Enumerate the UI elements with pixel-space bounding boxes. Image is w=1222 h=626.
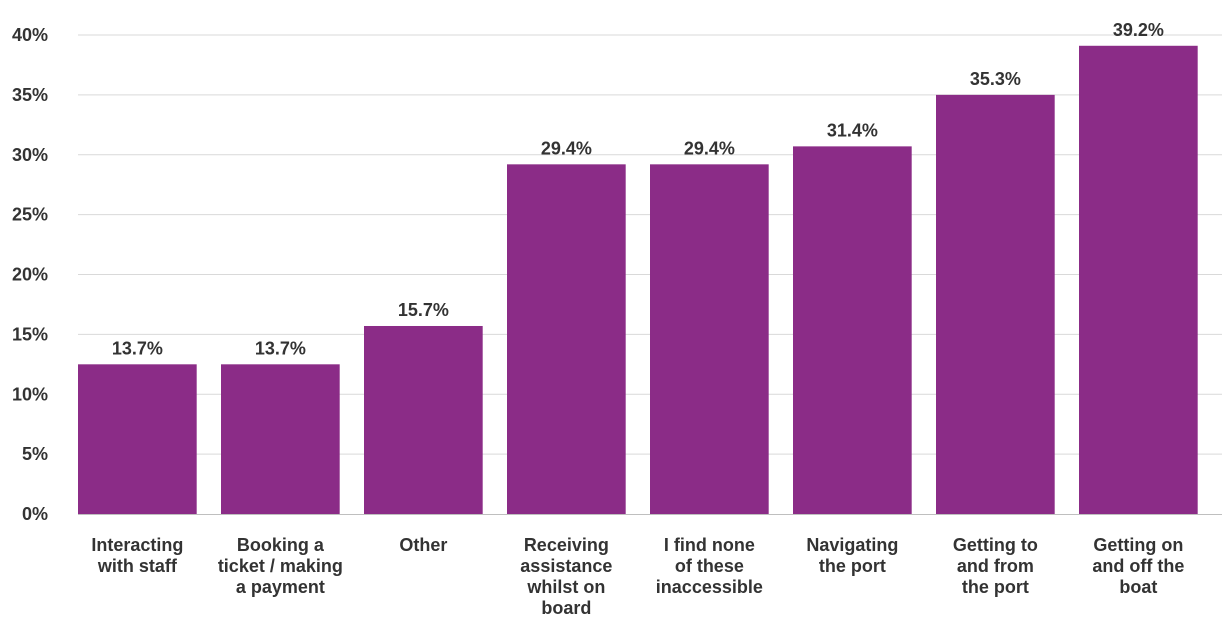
category-label: I find none of these inaccessible [656,535,763,597]
category-label-line: a payment [236,577,325,597]
category-label: Getting on and off the boat [1092,535,1184,597]
category-label-line: the port [819,556,886,576]
category-label-line: of these [675,556,744,576]
y-tick-label: 15% [12,324,48,344]
category-label: Other [399,535,447,555]
category-label-line: with staff [97,556,178,576]
bar [936,94,1055,514]
bar [221,364,340,514]
category-label-line: and off the [1092,556,1184,576]
data-labels: 13.7% 13.7% 15.7% 29.4% 29.4% 31.4% 35.3% 39.2% [112,20,1164,359]
category-label-line: Interacting [91,535,183,555]
data-label: 29.4% [684,138,735,158]
category-label-line: inaccessible [656,577,763,597]
bars [78,45,1198,515]
y-tick-label: 30% [12,145,48,165]
data-label: 13.7% [112,338,163,358]
data-label: 15.7% [398,300,449,320]
category-label-line: boat [1119,577,1157,597]
category-label-line: Booking a [237,535,325,555]
category-label-line: Receiving [524,535,609,555]
category-label-line: Getting to [953,535,1038,555]
bar [507,164,626,514]
data-label: 13.7% [255,338,306,358]
category-label-line: I find none [664,535,755,555]
category-label: Navigating the port [806,535,898,576]
data-label: 39.2% [1113,20,1164,40]
category-label-line: ticket / making [218,556,343,576]
category-label-line: Navigating [806,535,898,555]
category-label: Getting to and from the port [953,535,1038,597]
y-tick-label: 5% [22,444,48,464]
bar [793,146,912,514]
category-label-line: assistance [520,556,612,576]
bar [78,364,197,514]
category-label-line: board [541,598,591,618]
category-label: Receiving assistance whilst on board [520,535,612,618]
category-label-line: Other [399,535,447,555]
y-tick-label: 0% [22,504,48,524]
data-label: 31.4% [827,120,878,140]
bar [364,325,483,514]
y-tick-label: 10% [12,384,48,404]
data-label: 35.3% [970,69,1021,89]
data-label: 29.4% [541,138,592,158]
category-label: Interacting with staff [91,535,183,576]
y-axis-ticks: 0% 5% 10% 15% 20% 25% 30% 35% 40% [12,25,48,524]
bar [1079,45,1198,515]
y-tick-label: 40% [12,25,48,45]
category-label-line: and from [957,556,1034,576]
category-label-line: whilst on [526,577,605,597]
bar [650,164,769,514]
category-label: Booking a ticket / making a payment [218,535,343,597]
y-tick-label: 20% [12,265,48,285]
category-labels: Interacting with staff Booking a ticket / m… [91,535,1184,618]
category-label-line: Getting on [1093,535,1183,555]
category-label-line: the port [962,577,1029,597]
y-tick-label: 35% [12,85,48,105]
y-tick-label: 25% [12,205,48,225]
